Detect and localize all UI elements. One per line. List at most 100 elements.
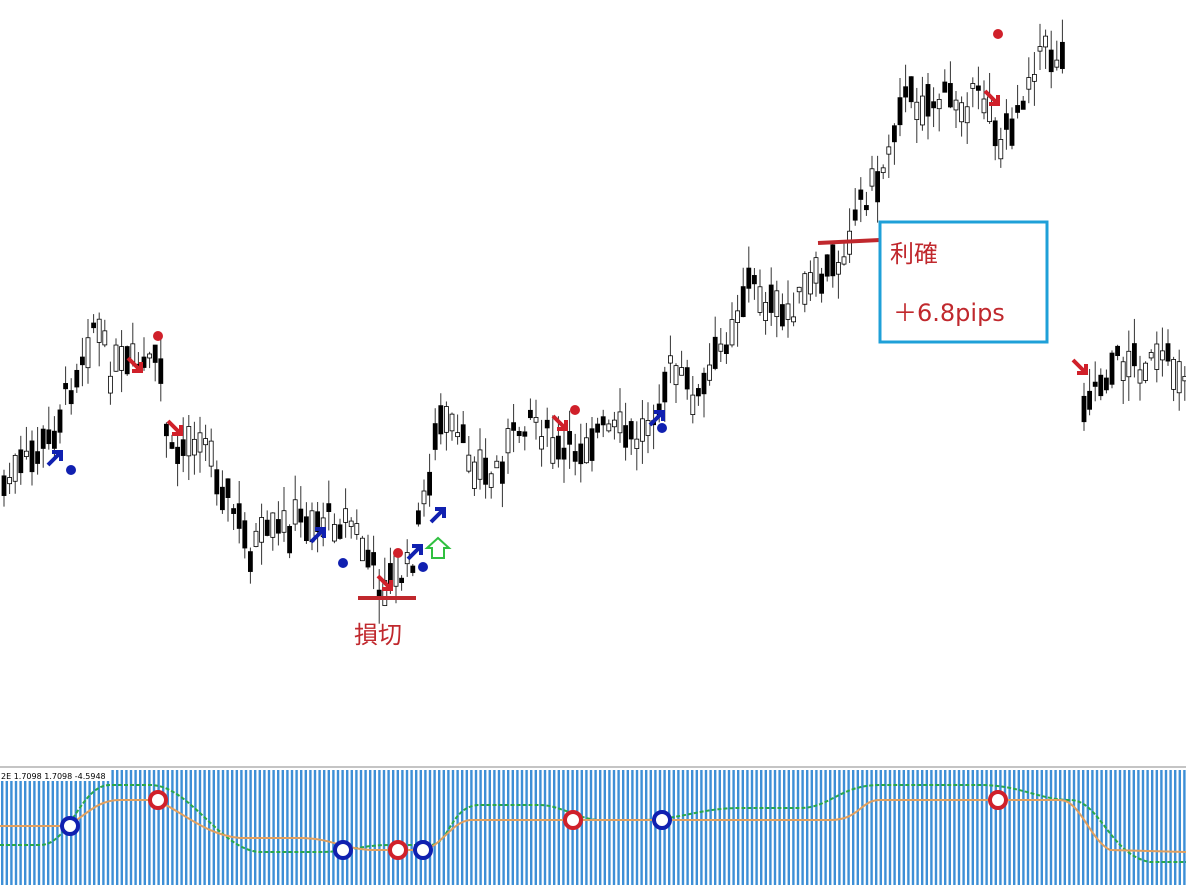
candle-body: [1143, 362, 1148, 381]
candle-body: [1032, 74, 1037, 82]
histogram-bar: [1003, 770, 1007, 885]
histogram-bar: [392, 770, 395, 885]
candle-body: [18, 449, 24, 474]
buy-arrow: [46, 450, 63, 467]
candle-body: [668, 355, 673, 364]
candle-body: [908, 76, 914, 103]
candle-body: [606, 423, 612, 432]
histogram-bar: [888, 770, 892, 885]
candle-body: [298, 508, 304, 523]
candle-body: [634, 438, 640, 449]
histogram-bar: [990, 770, 993, 885]
candle-body: [1165, 343, 1171, 362]
candle-body: [528, 409, 533, 419]
histogram-bar: [861, 770, 864, 885]
histogram-bar: [369, 770, 372, 885]
histogram-bar: [198, 770, 202, 885]
indicator-marker: [563, 810, 583, 830]
histogram-bar: [921, 770, 924, 885]
candle-body: [1009, 118, 1015, 146]
histogram-bar: [456, 770, 459, 885]
histogram-bar: [1141, 770, 1145, 885]
histogram-bar: [157, 770, 160, 885]
candle-body: [214, 469, 220, 495]
histogram-bar: [727, 770, 731, 885]
histogram-bar: [603, 770, 606, 885]
histogram-bar: [309, 770, 312, 885]
indicator-marker: [388, 840, 408, 860]
histogram-bar: [102, 770, 105, 885]
candle-body: [981, 98, 987, 114]
histogram-bar: [240, 770, 243, 885]
histogram-bar: [1095, 770, 1099, 885]
histogram-bar: [438, 770, 441, 885]
candle-body: [1154, 343, 1160, 370]
candle-body: [998, 139, 1004, 160]
candle-body: [208, 440, 214, 467]
candle-body: [617, 411, 623, 434]
histogram-bar: [525, 770, 528, 885]
candle-body: [399, 577, 405, 584]
histogram-bar: [635, 770, 639, 885]
histogram-bar: [10, 770, 13, 885]
candle-body: [326, 503, 332, 512]
candle-body: [1037, 46, 1043, 52]
candle-body: [752, 275, 757, 285]
histogram-bar: [1049, 770, 1053, 885]
candle-body: [953, 99, 959, 111]
histogram-bar: [497, 770, 501, 885]
histogram-bar: [714, 770, 717, 885]
candle-body: [281, 510, 287, 533]
candle-body: [242, 520, 248, 549]
histogram-bar: [33, 770, 36, 885]
candle-body: [7, 477, 12, 485]
histogram-bar: [530, 770, 533, 885]
histogram-bar: [925, 770, 928, 885]
histogram-bar: [129, 770, 133, 885]
histogram-bar: [83, 770, 87, 885]
candle-body: [315, 511, 321, 533]
candle-body: [354, 523, 360, 535]
candle-body: [1132, 343, 1137, 367]
histogram-bar: [194, 770, 197, 885]
histogram-bar: [1054, 770, 1057, 885]
histogram-bar: [948, 770, 951, 885]
candle-body: [113, 344, 119, 372]
candle-body: [976, 85, 981, 91]
candle-body: [533, 417, 539, 423]
histogram-bar: [189, 770, 192, 885]
candle-body: [925, 84, 931, 117]
histogram-bar: [79, 770, 82, 885]
buy-arrow: [309, 527, 326, 544]
histogram-bar: [1072, 770, 1076, 885]
candle-body: [443, 406, 449, 433]
candle-body: [1171, 359, 1176, 390]
candle-body: [572, 451, 578, 462]
indicator-marker: [60, 816, 80, 836]
candle-body: [393, 555, 399, 587]
candle-body: [29, 440, 35, 473]
histogram-bar: [304, 770, 307, 885]
histogram-bar: [479, 770, 482, 885]
histogram-bar: [686, 770, 689, 885]
candle-body: [180, 439, 186, 456]
candle-body: [886, 146, 892, 155]
histogram-bar: [42, 770, 45, 885]
histogram-bar: [879, 770, 882, 885]
histogram-bar: [769, 770, 772, 885]
histogram-bar: [88, 770, 91, 885]
histogram-bar: [1164, 770, 1168, 885]
histogram-bar: [626, 770, 629, 885]
candle-body: [511, 422, 517, 431]
histogram-bar: [612, 770, 616, 885]
histogram-bar: [318, 770, 321, 885]
histogram-bar: [396, 770, 399, 885]
histogram-bar: [649, 770, 652, 885]
histogram-bar: [796, 770, 800, 885]
histogram-bar: [507, 770, 510, 885]
histogram-bar: [300, 770, 303, 885]
histogram-bar: [19, 770, 22, 885]
take-profit-line: [817, 238, 881, 245]
histogram-bar: [852, 770, 855, 885]
